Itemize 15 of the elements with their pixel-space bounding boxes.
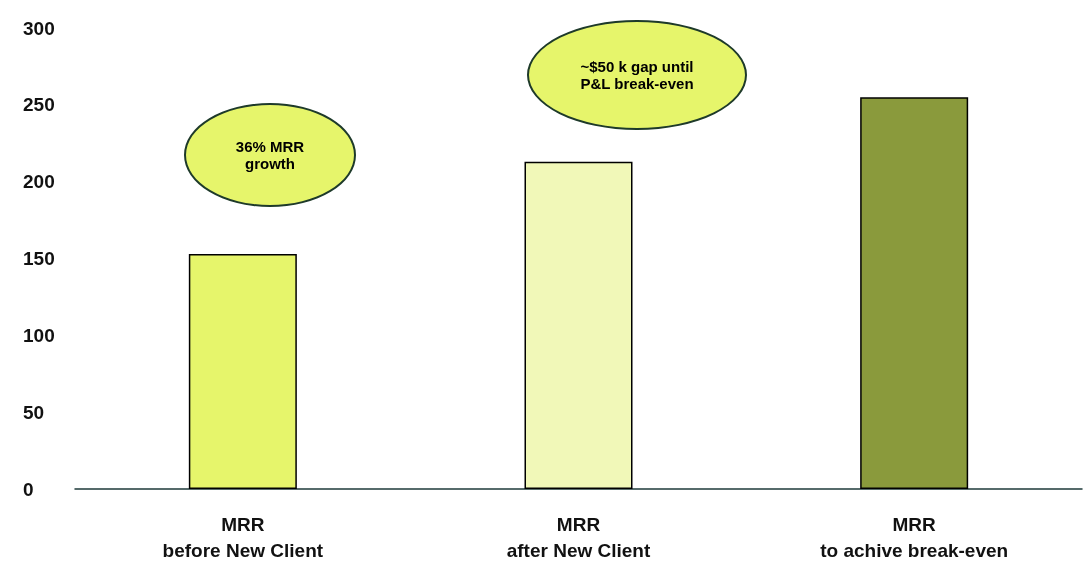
bar: [860, 97, 969, 489]
y-tick-label: 50: [23, 401, 45, 423]
y-tick-label: 100: [23, 324, 55, 346]
y-tick-label: 200: [23, 171, 55, 193]
x-tick-label: MRR before New Client: [162, 513, 324, 561]
x-tick-label: MRR to achive break-even: [820, 513, 1009, 561]
annotation: ~$50 k gap until P&L break-even: [580, 58, 694, 92]
annotation: 36% MRR growth: [235, 138, 305, 172]
y-tick-label: 250: [23, 94, 55, 116]
x-tick-label: MRR after New Client: [506, 513, 651, 561]
y-tick-label: 0: [23, 478, 34, 500]
y-tick-label: 150: [23, 248, 55, 269]
y-tick-label: 300: [23, 17, 55, 39]
bar: [524, 161, 633, 489]
bar: [188, 253, 297, 489]
